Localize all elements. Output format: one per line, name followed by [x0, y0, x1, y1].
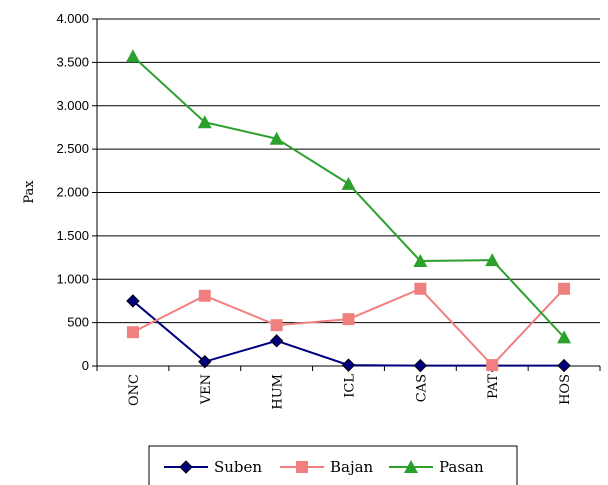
y-axis-title: Pax: [22, 180, 37, 204]
y-tick-label: 500: [67, 315, 89, 330]
y-tick-label: 3.500: [56, 54, 89, 69]
legend-item-pasan: Pasan: [389, 458, 484, 476]
series-group: [125, 49, 572, 373]
series-pasan-line: [132, 55, 565, 339]
legend-label: Pasan: [439, 458, 484, 476]
data-point-pasan: [269, 131, 284, 145]
data-point-suben: [269, 334, 284, 348]
legend-marker: [179, 460, 193, 474]
x-axis-ticks: ONC VEN HUM ICL CAS PAT HOS: [96, 366, 601, 410]
series-bajan-line: [132, 287, 565, 367]
y-axis-ticks: 0 500 1.000 1.500 2.000 2.500 3.000 3.500 4.000: [56, 11, 97, 373]
data-point-bajan: [126, 326, 139, 339]
data-point-suben: [557, 358, 571, 373]
series-pasan: [125, 49, 572, 344]
data-point-bajan: [270, 319, 283, 332]
gridlines: [97, 18, 600, 324]
y-tick-label: 1.000: [56, 271, 89, 286]
legend-label: Suben: [214, 458, 262, 476]
legend-marker: [296, 461, 308, 473]
data-point-bajan: [486, 359, 499, 372]
data-point-pasan: [197, 115, 212, 129]
legend-label: Bajan: [330, 458, 374, 476]
y-tick-label: 0: [82, 358, 89, 373]
series-suben-line: [132, 300, 565, 367]
x-tick-label: HOS: [558, 374, 573, 405]
data-point-suben: [341, 358, 356, 372]
data-point-suben: [198, 354, 212, 369]
x-tick-label: HUM: [271, 374, 286, 410]
x-tick-label: ICL: [343, 374, 358, 398]
y-tick-label: 1.500: [56, 228, 89, 243]
data-point-pasan: [125, 49, 140, 63]
data-point-suben: [126, 294, 140, 308]
data-point-pasan: [413, 254, 428, 268]
legend: Suben Bajan Pasan: [148, 445, 518, 485]
data-point-suben: [413, 358, 428, 373]
data-point-bajan: [198, 289, 211, 302]
series-suben: [126, 294, 571, 373]
y-tick-label: 2.000: [56, 185, 89, 200]
data-point-bajan: [414, 282, 427, 295]
data-point-bajan: [342, 313, 355, 326]
data-point-pasan: [485, 253, 500, 267]
data-point-pasan: [341, 176, 356, 190]
x-tick-label: VEN: [199, 374, 214, 405]
legend-marker: [404, 460, 418, 473]
series-bajan: [126, 282, 571, 372]
data-point-bajan: [558, 282, 571, 295]
y-tick-label: 4.000: [56, 11, 89, 26]
x-tick-label: CAS: [414, 374, 429, 402]
legend-box: [148, 445, 518, 485]
y-tick-label: 3.000: [56, 98, 89, 113]
data-point-pasan: [557, 330, 572, 344]
legend-item-suben: Suben: [164, 458, 262, 476]
x-tick-label: ONC: [127, 374, 142, 406]
y-tick-label: 2.500: [56, 141, 89, 156]
legend-item-bajan: Bajan: [280, 458, 374, 476]
x-tick-label: PAT: [486, 374, 501, 399]
